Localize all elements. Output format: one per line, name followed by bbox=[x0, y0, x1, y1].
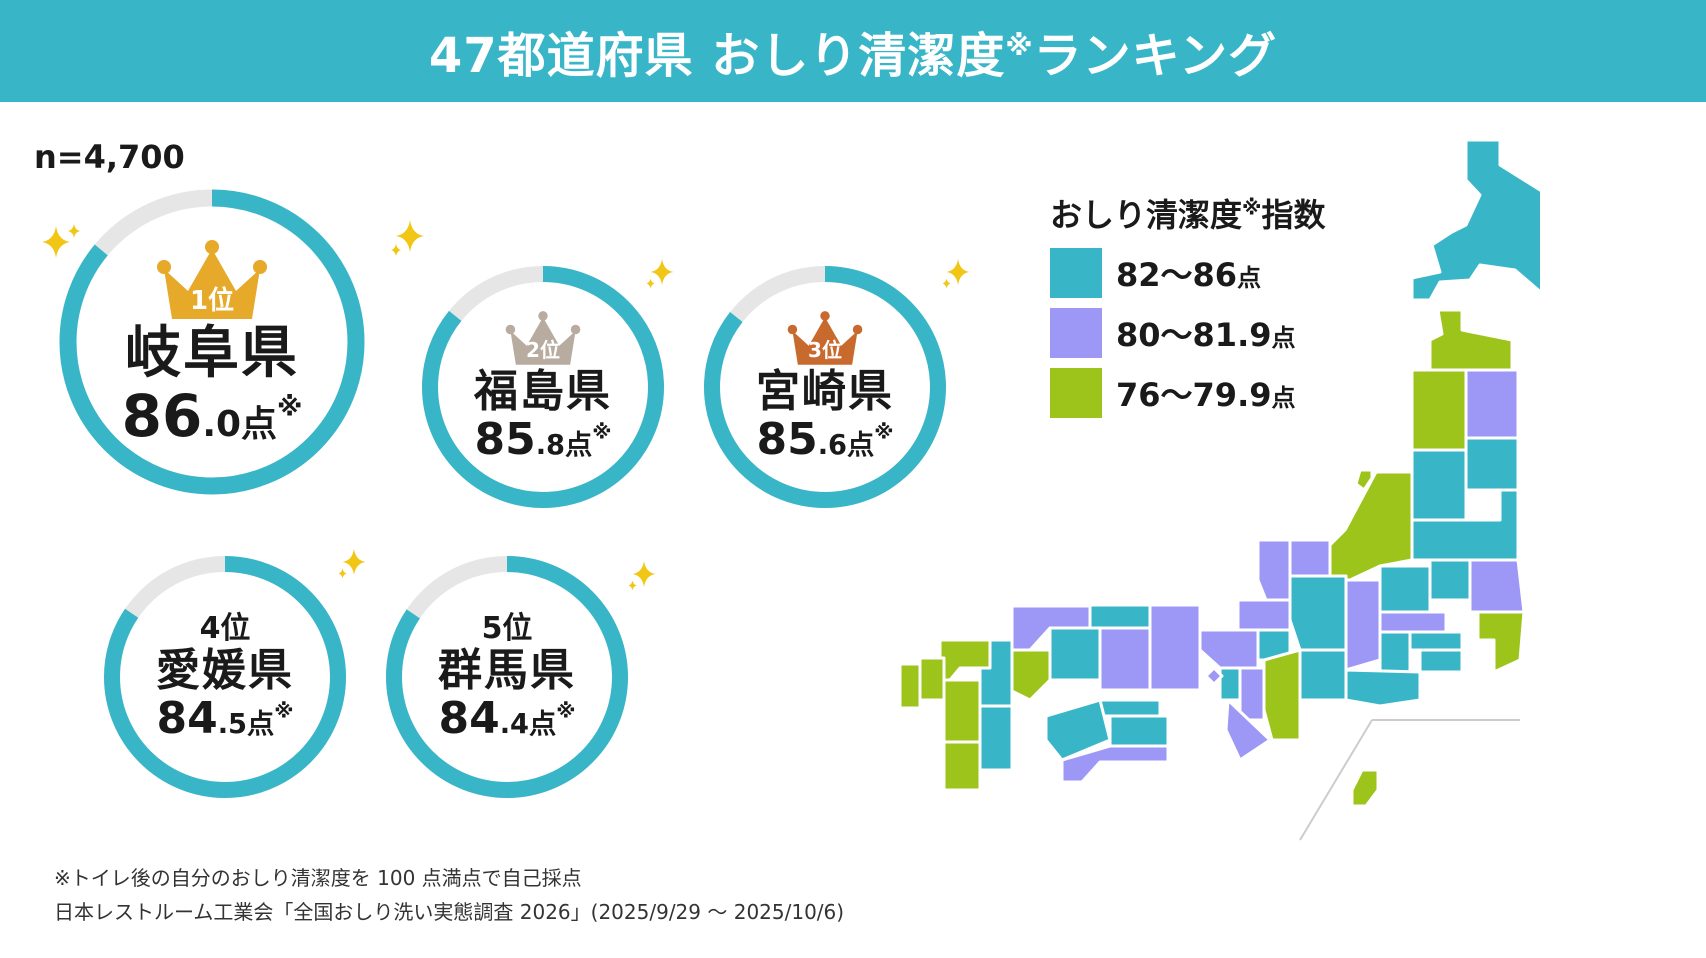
rank-5-progress-ring bbox=[386, 556, 628, 798]
title-banner: 47都道府県 おしり清潔度※ランキング bbox=[0, 0, 1706, 102]
rank-1-progress-ring bbox=[59, 189, 365, 495]
legend-label: 76〜79.9点 bbox=[1116, 376, 1296, 414]
rank-2-card: 2位 福島県 85.8点※ bbox=[418, 262, 668, 512]
legend-item-green: 76〜79.9点 bbox=[1050, 368, 1296, 418]
rank-3-score: 85.6点※ bbox=[756, 414, 894, 465]
yamanashi bbox=[1378, 630, 1412, 674]
rank-4-prefecture: 愛媛県 bbox=[156, 644, 294, 696]
legend-label: 80〜81.9点 bbox=[1116, 316, 1296, 354]
miyazaki bbox=[978, 704, 1014, 772]
rank-5-prefecture: 群馬県 bbox=[438, 644, 576, 696]
rank-4-card: 4位 愛媛県 84.5点※ bbox=[100, 552, 350, 802]
tokushima bbox=[1108, 714, 1170, 748]
shizuoka bbox=[1344, 668, 1422, 708]
gifu bbox=[1288, 574, 1348, 652]
saga bbox=[918, 656, 946, 702]
kumamoto bbox=[942, 678, 982, 744]
nara bbox=[1238, 666, 1266, 722]
rank-2-progress-ring bbox=[422, 266, 664, 508]
akita bbox=[1410, 368, 1468, 452]
sparkle-icon bbox=[42, 224, 80, 258]
yamaguchi bbox=[1008, 648, 1052, 702]
yamagata bbox=[1410, 448, 1468, 522]
rank-2-prefecture: 福島県 bbox=[474, 365, 612, 417]
legend-label: 82〜86点 bbox=[1116, 256, 1262, 294]
kyoto bbox=[1198, 628, 1260, 670]
rank-4-score: 84.5点※ bbox=[156, 693, 294, 744]
miyagi bbox=[1464, 436, 1520, 492]
legend-swatch bbox=[1050, 368, 1102, 418]
gunma bbox=[1378, 564, 1432, 614]
legend-item-teal: 82〜86点 bbox=[1050, 248, 1261, 298]
chiba bbox=[1476, 610, 1526, 674]
osaka bbox=[1218, 666, 1242, 702]
saitama bbox=[1378, 610, 1448, 634]
kochi bbox=[1060, 744, 1170, 784]
sparkle-icon bbox=[942, 258, 970, 289]
tokyo bbox=[1408, 630, 1464, 652]
rank-3-prefecture: 宮崎県 bbox=[756, 365, 894, 417]
kanagawa bbox=[1418, 648, 1464, 674]
tottori bbox=[1088, 603, 1152, 630]
footnote-definition: ※トイレ後の自分のおしり清潔度を 100 点満点で自己採点 bbox=[54, 866, 582, 890]
bronze-crown-icon: 3位 bbox=[787, 310, 863, 368]
rank-3-card: 3位 宮崎県 85.6点※ bbox=[700, 262, 950, 512]
rank-3-progress-ring bbox=[704, 266, 946, 508]
legend-title: おしり清潔度※指数 bbox=[1050, 195, 1326, 234]
mie bbox=[1262, 648, 1302, 742]
rank-2-label: 2位 bbox=[526, 337, 560, 362]
rank-4-label: 4位 bbox=[199, 610, 251, 646]
nagasaki bbox=[900, 662, 922, 710]
okayama bbox=[1098, 626, 1152, 692]
awaji-island bbox=[1204, 666, 1224, 686]
legend-swatch bbox=[1050, 308, 1102, 358]
ibaraki bbox=[1468, 558, 1526, 614]
silver-crown-icon: 2位 bbox=[505, 310, 581, 368]
rank-5-card: 5位 群馬県 84.4点※ bbox=[382, 552, 632, 802]
wakayama bbox=[1224, 698, 1272, 762]
kagawa bbox=[1098, 698, 1162, 718]
rank-2-score: 85.8点※ bbox=[474, 414, 612, 465]
okinawa bbox=[1350, 768, 1380, 808]
sparkle-icon bbox=[646, 258, 674, 289]
rank-3-label: 3位 bbox=[808, 337, 842, 362]
sparkle-icon bbox=[338, 548, 366, 579]
sample-size: n=4,700 bbox=[34, 138, 185, 176]
rank-1-card: 1位 岐阜県 86.0点※ bbox=[54, 184, 370, 500]
rank-4-progress-ring bbox=[104, 556, 346, 798]
footnote-source: 日本レストルーム工業会「全国おしり洗い実態調査 2026」(2025/9/29 … bbox=[54, 900, 845, 924]
rank-1-prefecture: 岐阜県 bbox=[125, 321, 299, 387]
legend-item-purple: 80〜81.9点 bbox=[1050, 308, 1296, 358]
sparkle-icon bbox=[628, 560, 656, 591]
kagoshima bbox=[942, 740, 982, 792]
tochigi bbox=[1428, 558, 1472, 602]
aomori bbox=[1428, 308, 1514, 372]
rank-5-score: 84.4点※ bbox=[438, 693, 576, 744]
rank-1-label: 1位 bbox=[189, 285, 235, 316]
rank-5-label: 5位 bbox=[481, 610, 533, 646]
legend-swatch bbox=[1050, 248, 1102, 298]
sparkle-icon bbox=[391, 220, 424, 256]
rank-1-score: 86.0点※ bbox=[121, 381, 303, 450]
japan-map bbox=[900, 138, 1540, 841]
ehime bbox=[1044, 698, 1112, 762]
iwate bbox=[1464, 368, 1520, 440]
fukui bbox=[1236, 598, 1292, 632]
hiroshima bbox=[1048, 626, 1102, 682]
aichi bbox=[1298, 648, 1348, 702]
gold-crown-icon: 1位 bbox=[156, 239, 268, 323]
hokkaido bbox=[1410, 138, 1540, 302]
page-title: 47都道府県 おしり清潔度※ランキング bbox=[428, 28, 1278, 84]
hyogo bbox=[1148, 603, 1202, 692]
toyama bbox=[1288, 538, 1332, 578]
sado-island bbox=[1354, 468, 1374, 492]
